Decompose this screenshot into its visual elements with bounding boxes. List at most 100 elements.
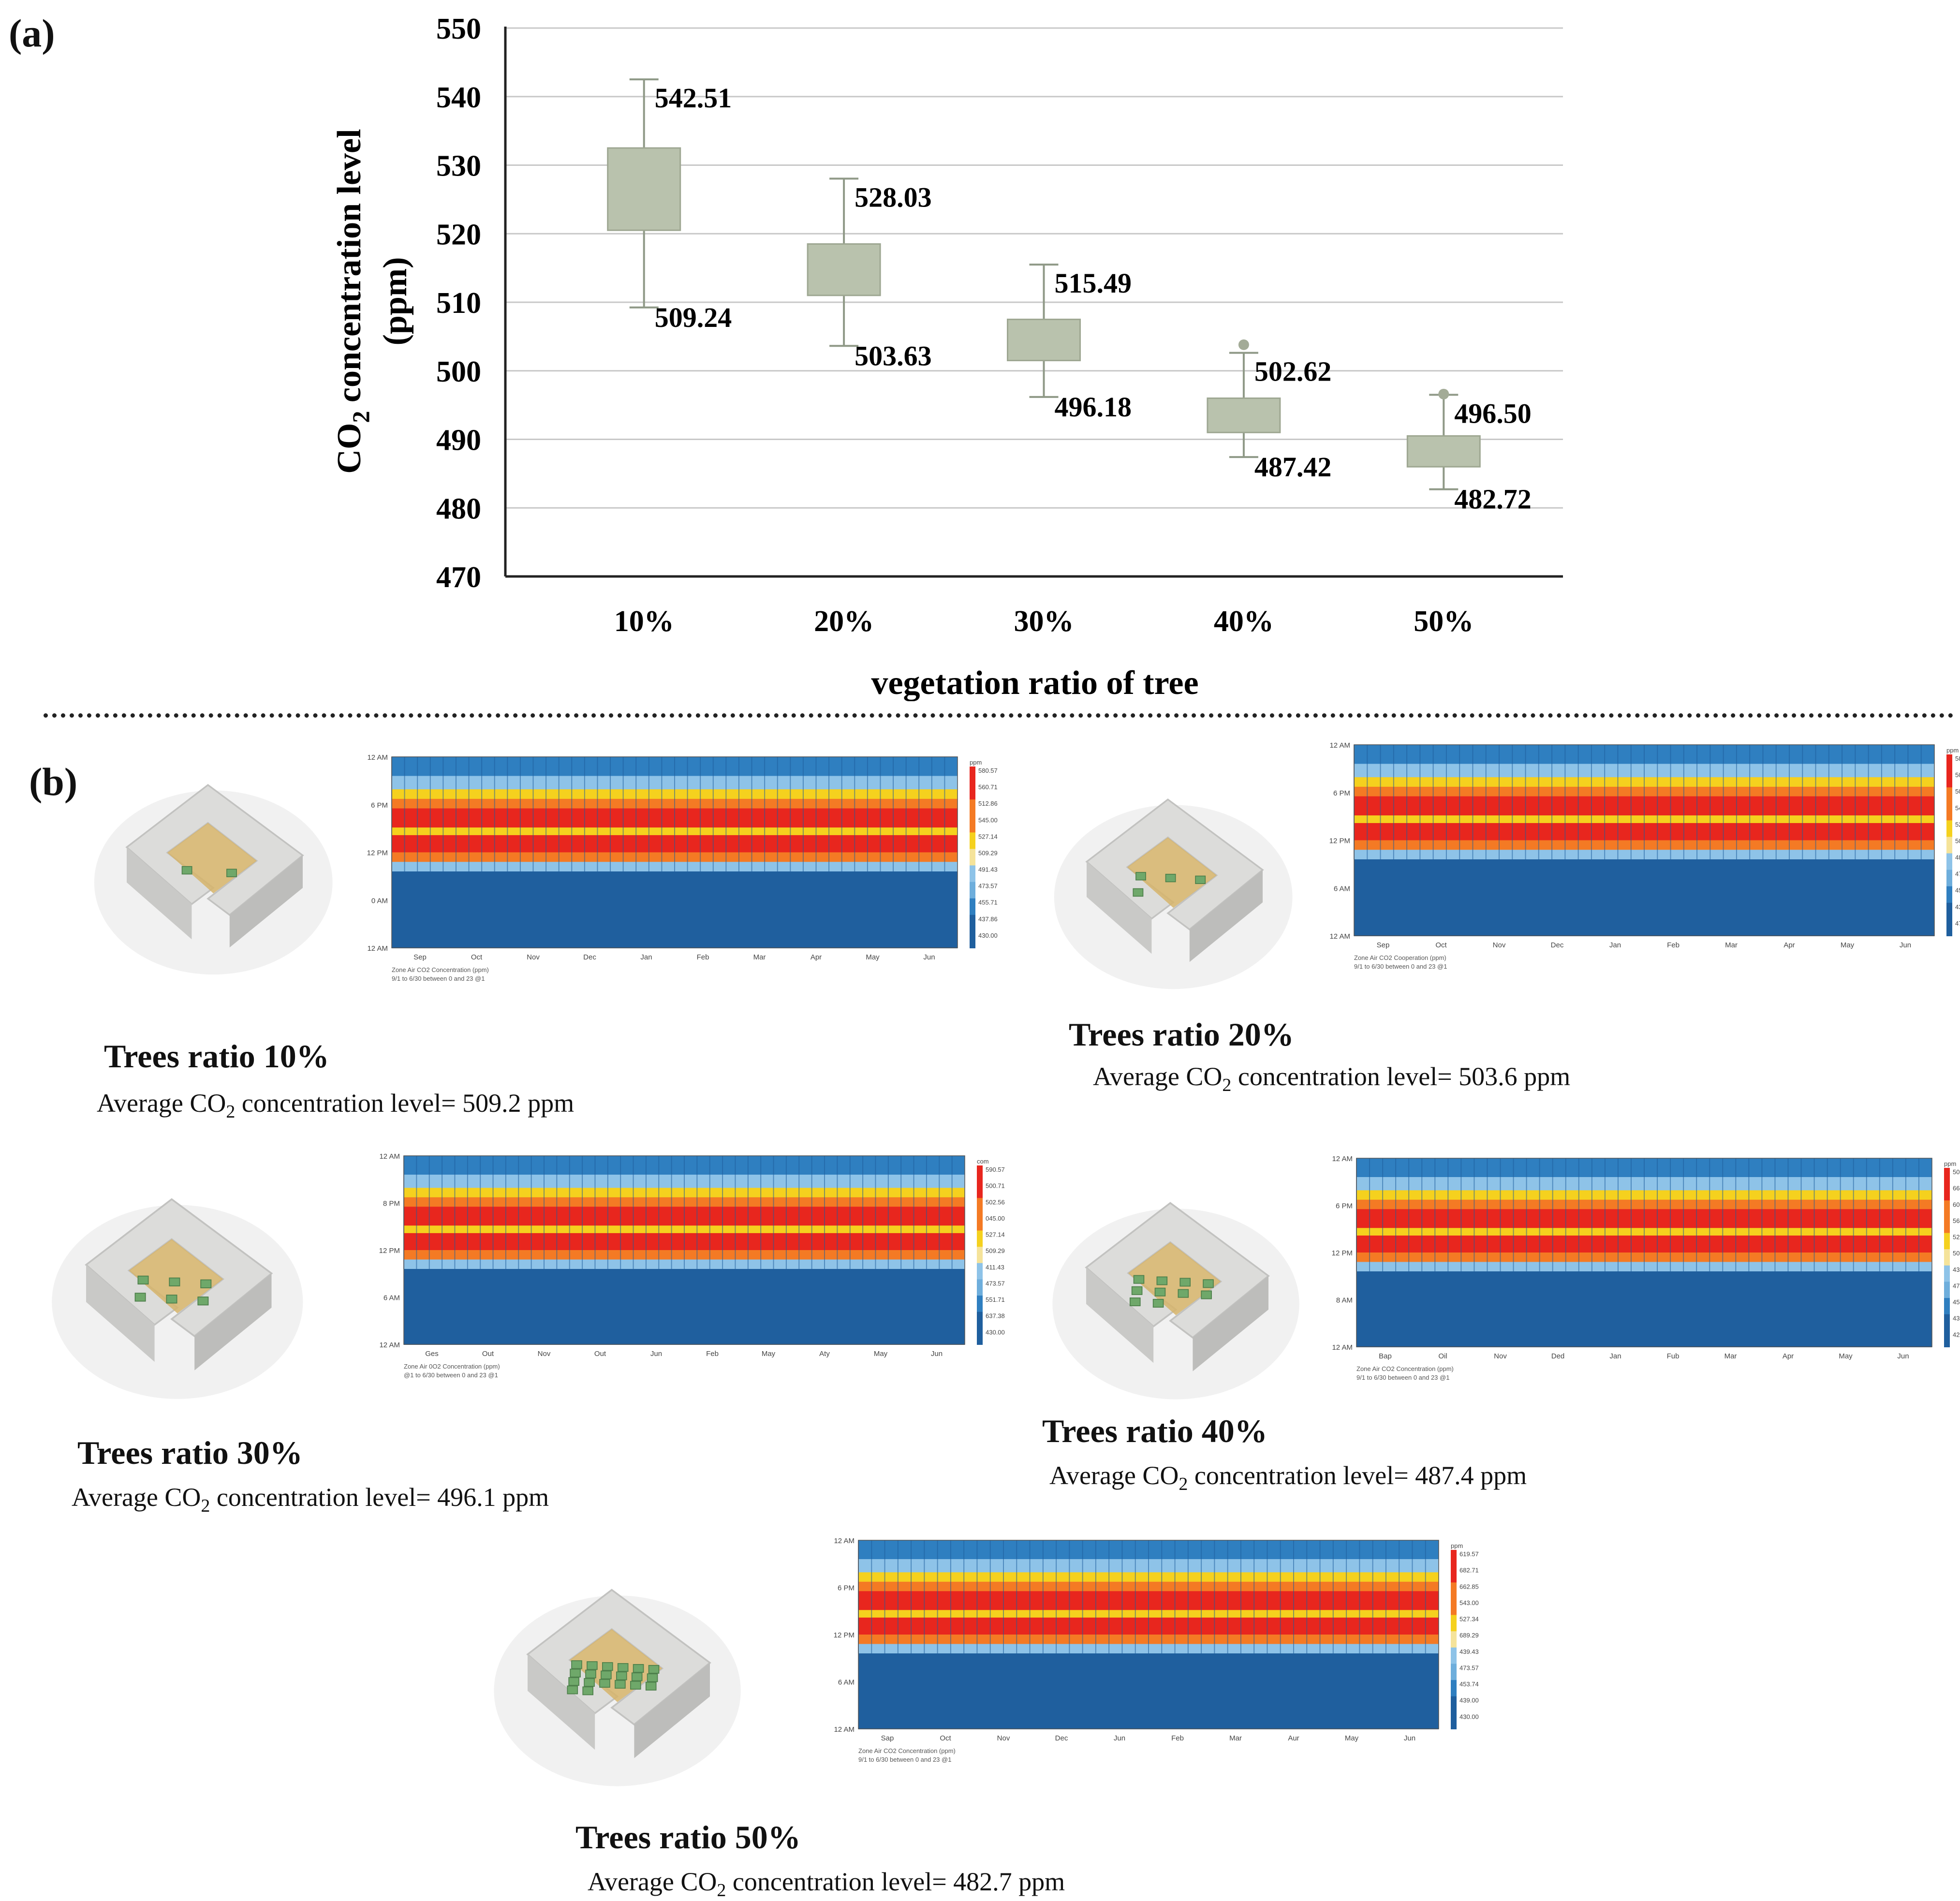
- box-50%: 496.50 482.72: [1406, 388, 1532, 515]
- legend-swatch: [970, 882, 975, 899]
- heatmap-month-label: Dec: [1551, 941, 1564, 949]
- heatmap-month-label: Nov: [538, 1350, 551, 1358]
- heatmap-month-label: Nov: [1494, 1352, 1507, 1360]
- heatmap-month-label: Jan: [1609, 941, 1621, 949]
- heatmap-month-label: Sep: [1377, 941, 1390, 949]
- legend-value: 455.71: [978, 899, 998, 906]
- legend-swatch: [970, 914, 975, 932]
- legend-value: 512.86: [978, 800, 998, 807]
- legend-value: 565.00: [1953, 1217, 1960, 1224]
- box-body: [607, 147, 681, 231]
- heatmap-month-label: Feb: [1667, 941, 1680, 949]
- legend-value: 682.71: [1459, 1567, 1479, 1574]
- heatmap-month-label: Sep: [413, 953, 427, 961]
- heatmap-month-label: Feb: [706, 1350, 719, 1358]
- case-title: Trees ratio 20%: [1069, 1016, 1294, 1053]
- legend-swatch: [977, 1296, 983, 1312]
- legend-value: 500.71: [986, 1182, 1005, 1190]
- legend-swatch: [977, 1247, 983, 1264]
- heatmap-footer-title: Zone Air CO2 Cooperation (ppm): [1354, 954, 1446, 961]
- heatmap-time-label: 8 AM: [1336, 1297, 1353, 1305]
- legend-value: 481.43: [1955, 854, 1960, 861]
- y-tick-label: 520: [436, 218, 481, 251]
- legend-value: 666.71: [1953, 1185, 1960, 1192]
- legend-swatch: [1944, 1282, 1950, 1299]
- y-tick-label: 490: [436, 424, 481, 457]
- legend-swatch: [1451, 1566, 1457, 1583]
- legend-swatch: [1944, 1184, 1950, 1201]
- heatmap-time-label: 12 AM: [1332, 1155, 1353, 1163]
- label-low: 503.63: [855, 340, 932, 371]
- legend-swatch: [1946, 869, 1952, 887]
- y-tick-label: 500: [436, 355, 481, 388]
- panel-b-label: (b): [29, 760, 78, 804]
- heatmap-month-label: Apr: [1783, 1352, 1794, 1360]
- legend-swatch: [1451, 1598, 1457, 1616]
- legend-swatch: [977, 1165, 983, 1182]
- heatmap-month-label: May: [1839, 1352, 1853, 1360]
- heatmap-month-label: Oct: [940, 1734, 951, 1742]
- legend-unit: com: [977, 1158, 989, 1165]
- case-title: Trees ratio 50%: [575, 1819, 801, 1856]
- legend-swatch: [1451, 1696, 1457, 1713]
- legend-swatch: [977, 1214, 983, 1231]
- heatmap-month-label: May: [1345, 1734, 1359, 1742]
- building-model-illustration: [1054, 798, 1293, 989]
- heatmap-time-label: 12 PM: [367, 849, 388, 857]
- legend-value: 509.29: [986, 1247, 1005, 1254]
- legend-unit: ppm: [1944, 1160, 1956, 1167]
- label-high: 515.49: [1055, 267, 1132, 299]
- building-model-illustration: [1052, 1202, 1299, 1400]
- co2-heatmap: 12 AM 6 PM 12 PM 0 AM 12 AM Sep Oct Nov Dec Jan Fe…: [367, 753, 998, 982]
- heatmap-month-label: May: [1841, 941, 1855, 949]
- legend-swatch: [1451, 1680, 1457, 1697]
- legend-value: 500.23: [1955, 837, 1960, 844]
- legend-swatch: [977, 1279, 983, 1297]
- legend-value: 509.29: [978, 849, 998, 856]
- heatmap-time-label: 6 AM: [1334, 884, 1350, 893]
- legend-value: 437.55: [1953, 1315, 1960, 1322]
- heatmap-time-label: 6 AM: [383, 1294, 400, 1302]
- label-high: 542.51: [655, 82, 732, 114]
- legend-swatch: [1946, 787, 1952, 805]
- legend-value: 430.00: [978, 932, 998, 939]
- tree-cluster: [1129, 1275, 1214, 1308]
- x-tick-label: 40%: [1214, 605, 1274, 638]
- heatmap-month-label: Aur: [1288, 1734, 1299, 1742]
- legend-swatch: [1451, 1664, 1457, 1681]
- heatmap-month-label: Aty: [819, 1350, 830, 1358]
- legend-swatch: [1944, 1168, 1950, 1185]
- legend-unit: ppm: [970, 759, 982, 766]
- heatmap-month-label: Dec: [1055, 1734, 1068, 1742]
- heatmap-month-label: Jun: [650, 1350, 662, 1358]
- legend-swatch: [970, 766, 975, 784]
- heatmap-footer-range: 9/1 to 6/30 between 0 and 23 @1: [1354, 963, 1447, 970]
- label-low: 487.42: [1254, 451, 1332, 483]
- x-axis-label: vegetation ratio of tree: [871, 664, 1198, 701]
- legend-value: 411.43: [986, 1264, 1004, 1271]
- heatmap-time-label: 12 AM: [834, 1537, 855, 1545]
- legend-value: 502.06: [1955, 788, 1960, 795]
- legend-unit: ppm: [1451, 1542, 1463, 1549]
- co2-heatmap: 12 AM 6 PM 12 PM 8 AM 12 AM Bap Oil Nov Ded Jan Fu…: [1332, 1155, 1960, 1381]
- y-tick-label: 540: [436, 81, 481, 114]
- heatmap-month-label: Jun: [1897, 1352, 1909, 1360]
- heatmap-month-label: Mar: [1724, 1352, 1737, 1360]
- legend-value: 473.57: [978, 883, 998, 890]
- legend-value: 473.57: [1459, 1664, 1479, 1671]
- tree-cluster: [181, 866, 237, 877]
- legend-value: 502.56: [986, 1198, 1005, 1206]
- heatmap-footer-range: 9/1 to 6/30 between 0 and 23 @1: [858, 1756, 951, 1763]
- legend-swatch: [977, 1230, 983, 1248]
- heatmap-time-label: 12 AM: [834, 1725, 855, 1734]
- heatmap-time-label: 6 PM: [838, 1584, 855, 1592]
- heatmap-month-label: Bap: [1379, 1352, 1392, 1360]
- case-average-text: Average CO2 concentration level= 487.4 p…: [1049, 1461, 1527, 1494]
- legend-value: 560.71: [978, 783, 998, 791]
- case-average-text: Average CO2 concentration level= 503.6 p…: [1093, 1062, 1571, 1095]
- legend-swatch: [1944, 1249, 1950, 1266]
- heatmap-month-label: Mar: [753, 953, 766, 961]
- tree-cluster: [134, 1275, 212, 1306]
- legend-value: 453.73: [1953, 1298, 1960, 1306]
- legend-swatch: [1944, 1298, 1950, 1315]
